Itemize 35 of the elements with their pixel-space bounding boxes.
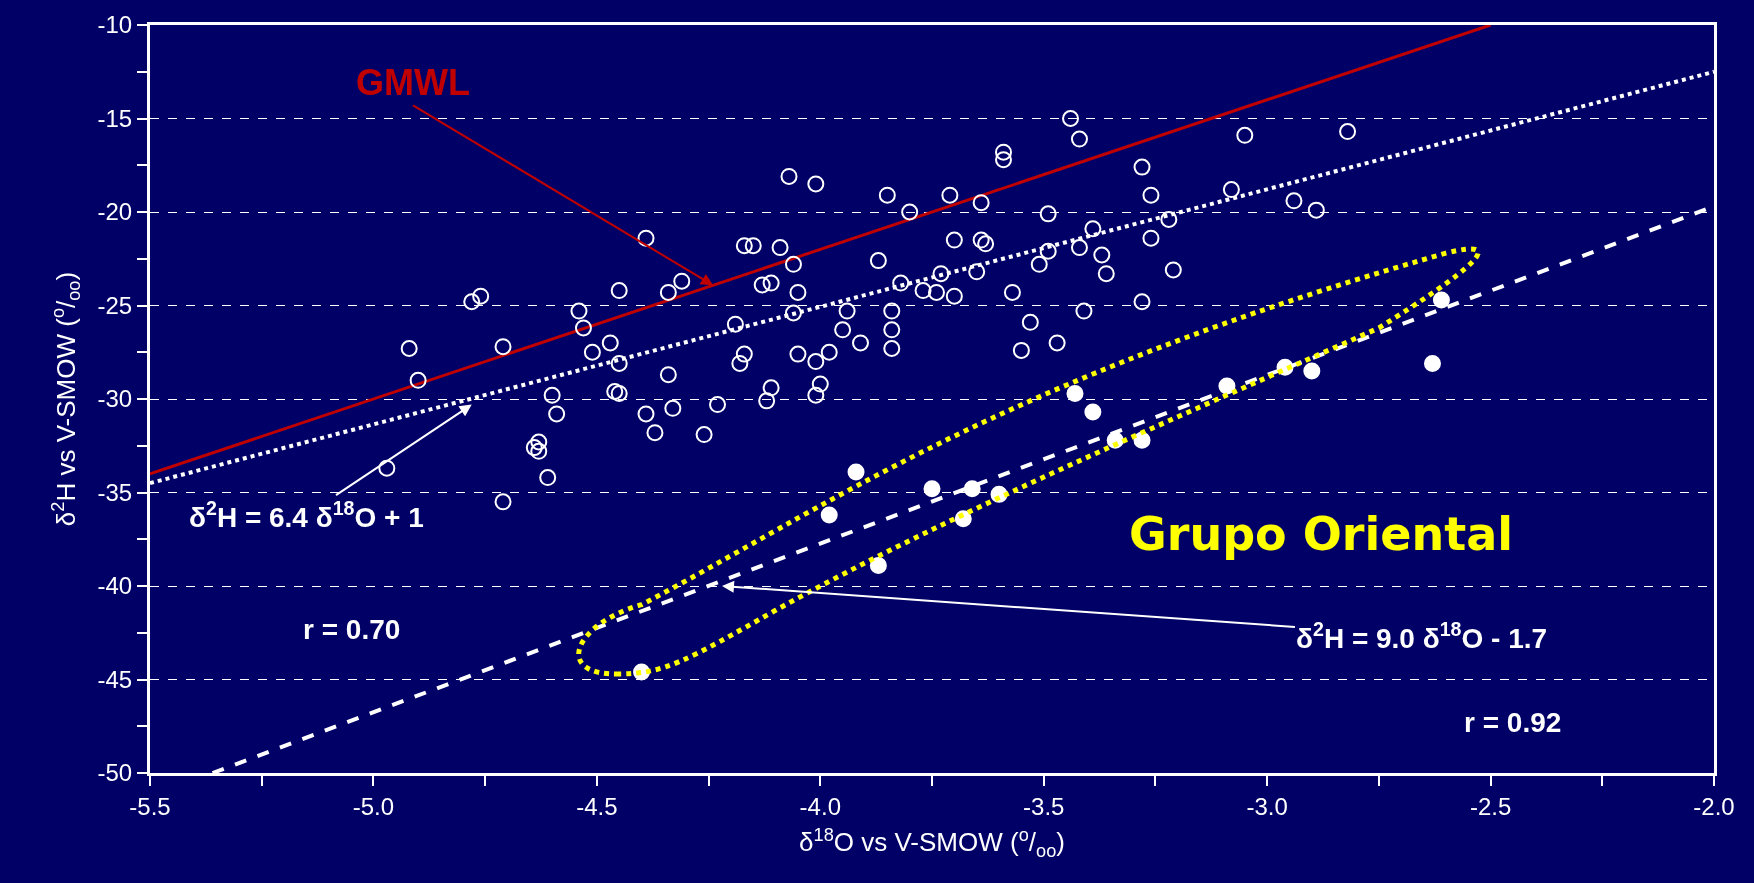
y-tick-label: -50	[97, 759, 133, 787]
point	[847, 463, 865, 481]
annotation: r = 0.92	[1464, 707, 1562, 738]
point	[869, 556, 887, 574]
annotation: r = 0.70	[303, 614, 401, 645]
y-tick-label: -45	[97, 665, 133, 693]
x-tick-label: -4.5	[576, 792, 618, 820]
y-tick-label: -15	[97, 104, 133, 132]
y-tick-label: -10	[97, 11, 133, 39]
x-tick-label: -2.0	[1693, 792, 1735, 820]
y-tick-label: -25	[97, 291, 133, 319]
x-tick-label: -4.0	[799, 792, 841, 820]
point	[1432, 291, 1450, 309]
annotation: Grupo Oriental	[1129, 507, 1514, 561]
text: GMWL	[356, 62, 470, 103]
point	[923, 480, 941, 498]
x-tick-label: -5.0	[352, 792, 395, 820]
point	[963, 480, 981, 498]
point	[1303, 362, 1321, 380]
point	[820, 506, 838, 524]
x-tick-label: -2.5	[1469, 792, 1512, 820]
annotation: δ$^{2}$H = 9.0 δ$^{18}$O - 1.7	[1296, 618, 1548, 654]
annotation: δ$^{2}$H = 6.4 δ$^{18}$O + 1	[189, 497, 424, 533]
y-tick-label: -40	[97, 572, 133, 600]
y-tick-label: -30	[97, 385, 133, 413]
y-tick-label: -20	[97, 198, 133, 226]
point	[1084, 403, 1102, 421]
point	[1218, 377, 1236, 395]
x-tick-label: -3.5	[1023, 792, 1065, 820]
x-axis-title: δ$^{18}$O vs V-SMOW ($^{o}$/$_{oo}$)	[799, 824, 1065, 861]
point	[1423, 354, 1441, 372]
x-tick-label: -5.5	[129, 792, 171, 820]
y-tick-label: -35	[97, 478, 133, 506]
point	[1066, 384, 1084, 402]
x-tick-label: -3.0	[1246, 792, 1288, 820]
